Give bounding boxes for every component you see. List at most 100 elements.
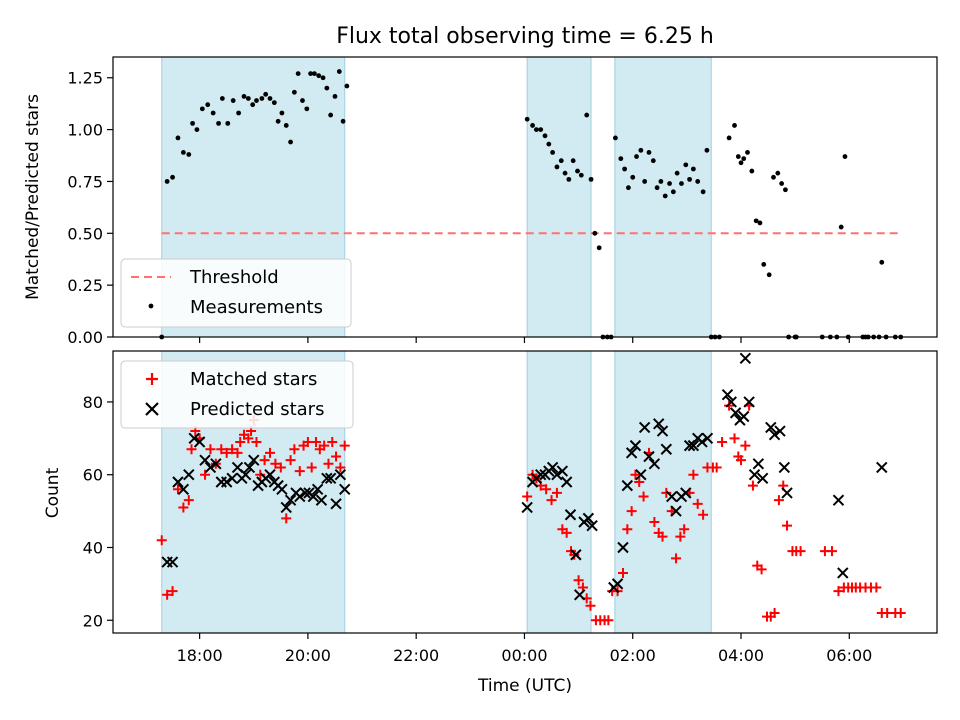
matched-star-point [327, 436, 338, 447]
y-tick-label: 1.25 [67, 69, 103, 88]
x-tick-label: 20:00 [285, 646, 331, 665]
predicted-star-point [307, 490, 320, 503]
measurement-point [316, 73, 322, 79]
measurement-point [216, 120, 221, 126]
matched-star-point [756, 564, 767, 575]
measurement-point [164, 179, 170, 184]
measurement-point [170, 174, 175, 180]
y-tick-label: 1.00 [67, 121, 103, 140]
predicted-star-point [748, 469, 761, 481]
measurement-point [771, 174, 776, 180]
predicted-star-point [660, 443, 673, 455]
matched-star-point [711, 462, 722, 473]
predicted-star-point [551, 469, 563, 481]
predicted-star-point [183, 469, 195, 481]
measurement-point [592, 230, 598, 236]
predicted-star-point [768, 428, 781, 441]
matched-star-point [622, 524, 633, 535]
matched-star-point [167, 586, 178, 597]
measurement-point [562, 170, 568, 176]
matched-star-point [186, 444, 197, 455]
y-tick-label: 0.50 [67, 224, 103, 243]
matched-star-point [769, 607, 780, 618]
measurement-point [634, 154, 639, 159]
matched-star-point [227, 444, 238, 455]
measurement-point [630, 174, 636, 180]
matched-star-point [895, 607, 906, 618]
y-tick-label: 40 [83, 538, 103, 557]
measurement-point [219, 96, 225, 101]
predicted-star-point [774, 425, 786, 437]
top-x-ticks [199, 337, 850, 343]
predicted-star-point [743, 396, 755, 408]
measurement-point [291, 89, 297, 95]
measurement-point [687, 176, 692, 182]
measurement-point [670, 189, 676, 195]
matched-star-point [585, 600, 596, 611]
predicted-star-point [276, 483, 288, 495]
matched-star-point [232, 447, 243, 458]
matched-star-point [736, 455, 747, 466]
matched-star-point [162, 589, 173, 600]
y-tick-label: 80 [83, 393, 103, 412]
legend-predicted-swatch [145, 402, 159, 416]
matched-star-point [630, 469, 641, 480]
measurement-point [745, 150, 750, 155]
legend-threshold-label: Threshold [189, 267, 279, 288]
measurement-point [344, 83, 350, 89]
predicted-star-point [629, 439, 642, 452]
measurement-point [738, 160, 744, 166]
predicted-star-point [166, 556, 179, 568]
matched-star-point [270, 458, 281, 469]
measurement-point [646, 150, 652, 155]
observing-window-shade [614, 56, 712, 338]
measurement-point [340, 118, 346, 124]
measurement-point [654, 185, 660, 191]
measurement-point [879, 259, 885, 265]
predicted-star-point [680, 487, 692, 499]
measurement-point [533, 127, 539, 132]
measurement-point [732, 123, 737, 128]
measurement-point [775, 170, 781, 176]
measurement-point [550, 150, 556, 155]
predicted-star-point [546, 461, 559, 474]
predicted-star-point [832, 494, 845, 506]
matched-star-point [724, 400, 735, 411]
predicted-star-point [656, 425, 669, 437]
matched-star-point [172, 484, 183, 495]
matched-star-point [335, 462, 346, 473]
matched-star-point [251, 436, 262, 447]
measurement-point [638, 147, 644, 153]
matched-star-point [289, 444, 300, 455]
predicted-star-point [280, 501, 292, 514]
predicted-star-point [172, 476, 184, 488]
measurement-point [311, 71, 317, 76]
measurement-point [199, 106, 205, 112]
predicted-star-point [778, 461, 791, 474]
matched-star-point [522, 491, 533, 502]
bottom-series-layer [156, 352, 906, 626]
matched-star-point [747, 480, 758, 491]
measurement-point [205, 102, 211, 108]
matched-star-point [671, 553, 682, 564]
matched-star-point [281, 513, 292, 524]
bottom-x-ticks: 18:00 20:00 22:00 00:00 02:00 04:00 06:00 [177, 633, 872, 665]
matched-star-point [255, 469, 266, 480]
measurement-point [761, 262, 767, 267]
matched-star-point [617, 567, 628, 578]
matched-star-point [649, 517, 660, 528]
predicted-star-point [248, 454, 260, 466]
measurement-point [695, 179, 701, 184]
predicted-star-point [521, 501, 533, 514]
measurement-point [588, 176, 594, 182]
matched-star-point [717, 436, 728, 447]
predicted-star-point [339, 483, 351, 495]
matched-star-point [259, 455, 270, 466]
measurement-point [542, 133, 548, 139]
measurement-point [230, 98, 236, 103]
matched-star-point [871, 582, 882, 593]
measurement-point [271, 100, 277, 106]
predicted-star-point [621, 479, 634, 492]
measurement-point [180, 150, 186, 155]
measurement-point [554, 164, 560, 170]
